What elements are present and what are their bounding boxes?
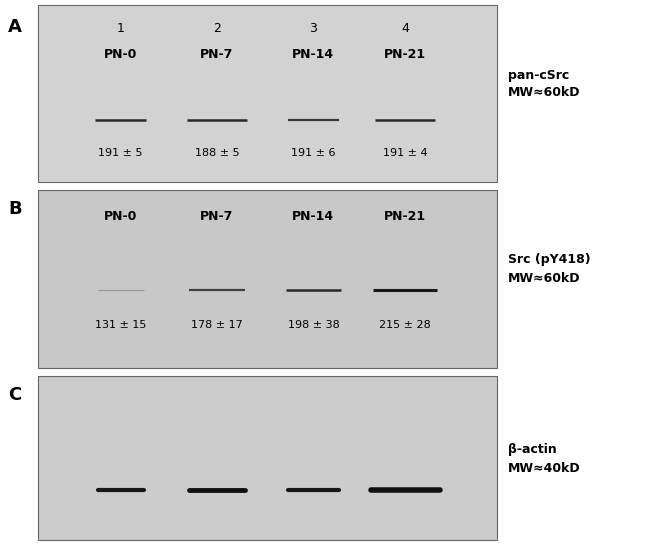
Text: MW≈60kD: MW≈60kD xyxy=(508,271,580,284)
Text: 3: 3 xyxy=(309,22,317,35)
Text: 4: 4 xyxy=(401,22,409,35)
Text: PN-21: PN-21 xyxy=(384,210,426,223)
Text: PN-21: PN-21 xyxy=(384,48,426,61)
Text: 188 ± 5: 188 ± 5 xyxy=(195,148,239,158)
Text: PN-7: PN-7 xyxy=(200,210,234,223)
Text: pan-cSrc: pan-cSrc xyxy=(508,68,569,82)
Text: A: A xyxy=(8,18,22,36)
Bar xyxy=(38,190,497,368)
Text: 131 ± 15: 131 ± 15 xyxy=(95,320,146,330)
Text: 191 ± 4: 191 ± 4 xyxy=(383,148,428,158)
Text: PN-14: PN-14 xyxy=(292,48,335,61)
Text: 178 ± 17: 178 ± 17 xyxy=(191,320,243,330)
Text: 1: 1 xyxy=(117,22,125,35)
Text: Src (pY418): Src (pY418) xyxy=(508,253,591,266)
Bar xyxy=(38,376,497,540)
Text: β-actin: β-actin xyxy=(508,444,557,457)
Text: PN-0: PN-0 xyxy=(104,210,137,223)
Text: PN-7: PN-7 xyxy=(200,48,234,61)
Text: MW≈60kD: MW≈60kD xyxy=(508,86,580,100)
Text: 198 ± 38: 198 ± 38 xyxy=(287,320,339,330)
Text: B: B xyxy=(8,200,21,218)
Text: 191 ± 6: 191 ± 6 xyxy=(291,148,335,158)
Text: MW≈40kD: MW≈40kD xyxy=(508,462,580,474)
Text: PN-14: PN-14 xyxy=(292,210,335,223)
Text: C: C xyxy=(8,386,21,404)
Text: PN-0: PN-0 xyxy=(104,48,137,61)
Bar xyxy=(38,5,497,182)
Text: 215 ± 28: 215 ± 28 xyxy=(380,320,431,330)
Text: 2: 2 xyxy=(213,22,221,35)
Text: 191 ± 5: 191 ± 5 xyxy=(98,148,143,158)
